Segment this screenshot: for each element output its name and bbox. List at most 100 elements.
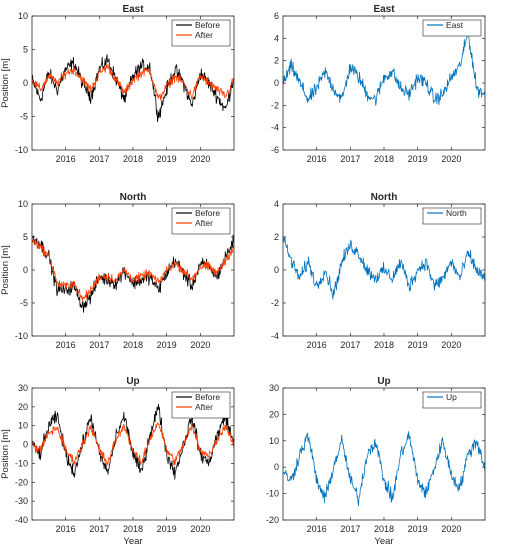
x-tick-label: 2017 (89, 340, 109, 350)
legend-label-after: After (195, 30, 213, 40)
series-line-after (32, 239, 234, 302)
legend-label-east: East (446, 20, 464, 30)
y-tick-label: 0 (274, 78, 279, 88)
series-group (283, 32, 485, 106)
legend-box (171, 207, 231, 235)
y-tick-label: 30 (18, 383, 28, 393)
x-tick-label: 2019 (157, 524, 177, 534)
y-tick-label: -10 (266, 489, 279, 499)
legend-label-before: Before (195, 20, 220, 30)
x-tick-label: 2016 (307, 524, 327, 534)
x-tick-label: 2017 (340, 340, 360, 350)
y-tick-label: -5 (20, 112, 28, 122)
y-tick-label: -4 (271, 123, 279, 133)
series-line-up (283, 431, 485, 507)
y-tick-label: 6 (274, 11, 279, 21)
y-tick-label: 5 (23, 232, 28, 242)
x-tick-label: 2020 (190, 154, 210, 164)
x-tick-label: 2018 (123, 340, 143, 350)
y-tick-label: 10 (18, 421, 28, 431)
y-tick-label: -20 (15, 477, 28, 487)
x-tick-label: 2020 (190, 340, 210, 350)
x-tick-label: 2019 (408, 340, 428, 350)
legend-label-up: Up (446, 392, 457, 402)
y-tick-label: 0 (23, 440, 28, 450)
plot-area (283, 388, 485, 520)
x-tick-label: 2019 (157, 340, 177, 350)
panel-up-before-after: 2016 2017 2018 2019 2020 -40 -30 -20 -10 0 10 20 30 U… (0, 376, 235, 547)
x-tick-label: 2016 (56, 524, 76, 534)
y-tick-label: -40 (15, 515, 28, 525)
y-axis-label: Position [m] (0, 58, 11, 108)
y-tick-label: -10 (15, 458, 28, 468)
legend: Up (422, 391, 482, 409)
y-tick-label: 0 (274, 265, 279, 275)
series-group (32, 403, 234, 480)
y-tick-label: -10 (15, 145, 28, 155)
x-tick-label: 2017 (340, 154, 360, 164)
panel-up-residual: 2016 2017 2018 2019 2020 -20 -10 0 10 20 30 Up Year U… (266, 376, 486, 547)
legend-box (422, 391, 482, 409)
x-tick-label: 2019 (157, 154, 177, 164)
chart-title: North (120, 192, 147, 203)
x-tick-label: 2020 (441, 524, 461, 534)
x-tick-label: 2017 (340, 524, 360, 534)
y-tick-label: -30 (15, 496, 28, 506)
legend-box (422, 207, 482, 225)
x-tick-label: 2018 (374, 340, 394, 350)
x-tick-label: 2018 (374, 524, 394, 534)
chart-title: Up (377, 376, 390, 387)
x-tick-label: 2016 (307, 340, 327, 350)
y-tick-label: 0 (23, 265, 28, 275)
y-tick-label: 10 (18, 11, 28, 21)
y-axis-label: Position [m] (0, 245, 11, 295)
x-tick-label: 2016 (307, 154, 327, 164)
x-axis-label: Year (123, 536, 142, 547)
x-tick-label: 2020 (190, 524, 210, 534)
series-group (283, 236, 485, 300)
legend: East (422, 19, 482, 37)
y-tick-label: 30 (269, 383, 279, 393)
y-tick-label: -4 (271, 331, 279, 341)
y-tick-label: 0 (23, 78, 28, 88)
y-tick-label: -10 (15, 331, 28, 341)
legend-box (422, 19, 482, 37)
x-tick-label: 2020 (441, 154, 461, 164)
x-tick-label: 2016 (56, 340, 76, 350)
series-group (32, 54, 234, 123)
x-tick-label: 2017 (89, 524, 109, 534)
panel-north-residual: 2016 2017 2018 2019 2020 -4 -2 0 2 4 North North (271, 192, 486, 350)
x-tick-label: 2019 (408, 154, 428, 164)
series-line-north (283, 236, 485, 300)
series-line-east (283, 32, 485, 106)
panel-east-before-after: 2016 2017 2018 2019 2020 -10 -5 0 5 10 East Positio… (0, 4, 235, 164)
y-tick-label: 20 (269, 409, 279, 419)
x-tick-label: 2017 (89, 154, 109, 164)
y-tick-label: -6 (271, 145, 279, 155)
series-line-after (32, 422, 234, 467)
y-tick-label: -2 (271, 100, 279, 110)
legend-label-before: Before (195, 392, 220, 402)
y-axis-label: Position [m] (0, 429, 11, 479)
chart-title: North (371, 192, 398, 203)
y-tick-label: -20 (266, 515, 279, 525)
x-tick-label: 2016 (56, 154, 76, 164)
y-tick-label: -5 (20, 298, 28, 308)
chart-title: East (373, 4, 395, 15)
y-tick-label: 2 (274, 56, 279, 66)
x-tick-label: 2018 (123, 154, 143, 164)
panel-east-residual: 2016 2017 2018 2019 2020 -6 -4 -2 0 2 4 6 East East (271, 4, 486, 164)
series-group (283, 431, 485, 507)
legend-label-after: After (195, 402, 213, 412)
legend-box (171, 391, 231, 419)
y-tick-label: 10 (18, 199, 28, 209)
legend-box (171, 19, 231, 47)
x-axis-label: Year (374, 536, 393, 547)
y-tick-label: 2 (274, 232, 279, 242)
series-line-after (32, 63, 234, 101)
panel-north-before-after: 2016 2017 2018 2019 2020 -10 -5 0 5 10 North Positi… (0, 192, 235, 350)
